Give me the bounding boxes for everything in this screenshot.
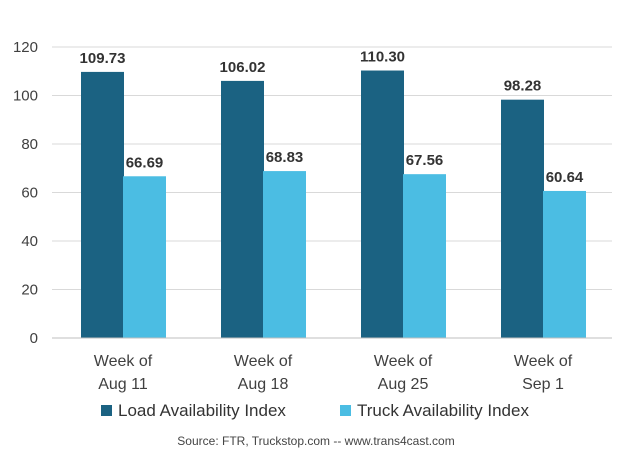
x-axis-categories: Week of Aug 11 Week of Aug 18 Week of Aug 25 W… [94,353,573,393]
x-category-label: Week of [514,353,573,370]
legend-label: Load Availability Index [118,401,286,420]
load-availability-bar [221,80,264,339]
y-tick-label: 0 [30,330,38,347]
x-category-label: Aug 11 [98,376,148,393]
x-category-label: Aug 18 [238,376,289,393]
y-axis-ticks: 0 20 40 60 80 100 120 [13,39,38,347]
load-availability-value-label: 106.02 [220,59,266,76]
truck-availability-value-label: 68.83 [266,149,304,166]
y-tick-label: 40 [21,233,38,250]
truck-availability-bar [123,176,166,338]
load-availability-bar [361,70,404,339]
truck-availability-bar [403,174,446,338]
legend-swatch [101,405,112,416]
truck-availability-value-label: 66.69 [126,154,164,171]
truck-availability-bar [263,171,306,338]
y-tick-label: 100 [13,88,38,105]
y-tick-label: 80 [21,136,38,153]
load-availability-bar [501,99,544,339]
source-note: Source: FTR, Truckstop.com -- www.trans4… [177,434,454,448]
y-tick-label: 20 [21,282,38,299]
load-availability-bar [81,71,124,338]
load-availability-value-label: 98.28 [504,78,542,95]
data-labels: 109.73 106.02 110.30 98.28 66.69 68.83 67.56 60… [80,49,584,186]
x-category-label: Aug 25 [378,376,429,393]
legend: Load Availability Index Truck Availabilit… [101,401,529,420]
y-tick-label: 120 [13,39,38,56]
truck-availability-value-label: 60.64 [546,169,584,186]
bars [81,70,586,339]
legend-swatch [340,405,351,416]
load-availability-value-label: 110.30 [360,49,405,66]
truck-availability-value-label: 67.56 [406,152,444,169]
x-category-label: Week of [94,353,153,370]
legend-label: Truck Availability Index [357,401,529,420]
x-category-label: Week of [234,353,293,370]
load-availability-value-label: 109.73 [80,50,126,67]
x-category-label: Sep 1 [522,376,564,393]
x-category-label: Week of [374,353,433,370]
truck-availability-bar [543,190,586,338]
y-tick-label: 60 [21,185,38,202]
